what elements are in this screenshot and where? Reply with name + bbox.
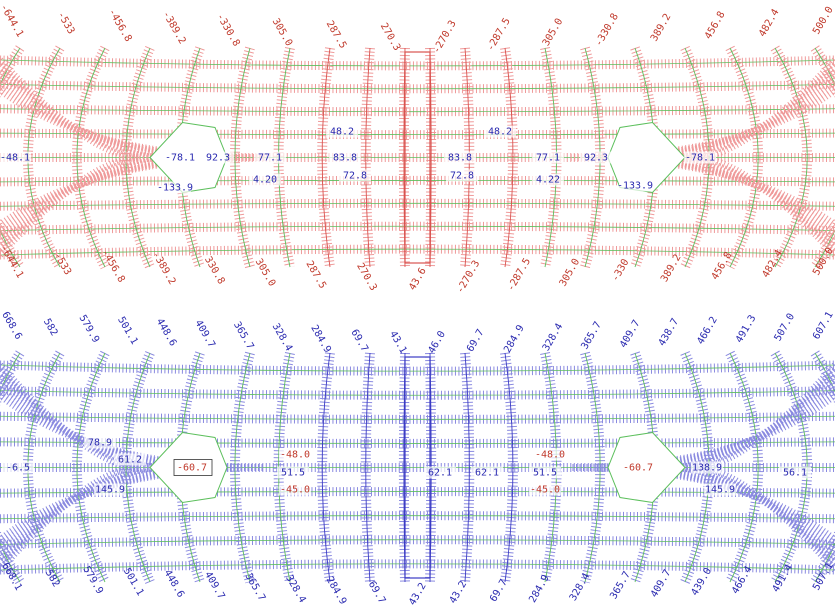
inner-label: -78.1 <box>165 153 195 164</box>
inner-label: 62.1 <box>428 468 452 479</box>
inner-label: -133.9 <box>617 181 653 192</box>
inner-label: 51.5 <box>533 468 557 479</box>
inner-label: 92.3 <box>206 153 230 164</box>
inner-label: 78.9 <box>88 438 112 449</box>
inner-label: -60.7 <box>177 463 207 474</box>
inner-label: 77.1 <box>258 153 282 164</box>
inner-label: 48.2 <box>330 127 354 138</box>
force-diagram: -644.1-533-456.8-389.2-330.8305.0287.527… <box>0 0 835 608</box>
inner-label: -48.1 <box>0 153 30 164</box>
inner-label: 4.20 <box>253 175 277 186</box>
inner-label: -6.5 <box>6 463 30 474</box>
inner-label: 83.8 <box>448 153 472 164</box>
inner-label: -45.0 <box>280 485 310 496</box>
inner-label: 51.5 <box>281 468 305 479</box>
inner-label: 138.9 <box>692 463 722 474</box>
inner-label: 62.1 <box>475 468 499 479</box>
inner-label: 145.9 <box>95 485 125 496</box>
inner-label: -60.7 <box>623 463 653 474</box>
inner-label: -48.0 <box>280 450 310 461</box>
inner-label: -45.0 <box>530 485 560 496</box>
inner-label: 72.8 <box>450 171 474 182</box>
inner-label: -48.0 <box>535 450 565 461</box>
inner-label: 83.8 <box>333 153 357 164</box>
inner-label: 61.2 <box>118 455 142 466</box>
inner-label: 48.2 <box>488 127 512 138</box>
inner-label: 145.9 <box>705 485 735 496</box>
inner-label: 56.1 <box>783 468 807 479</box>
inner-label: 77.1 <box>536 153 560 164</box>
inner-label: 92.3 <box>584 153 608 164</box>
inner-label: -78.1 <box>685 153 715 164</box>
inner-label: 72.8 <box>343 171 367 182</box>
inner-label: -133.9 <box>157 183 193 194</box>
inner-label: 4.22 <box>536 175 560 186</box>
